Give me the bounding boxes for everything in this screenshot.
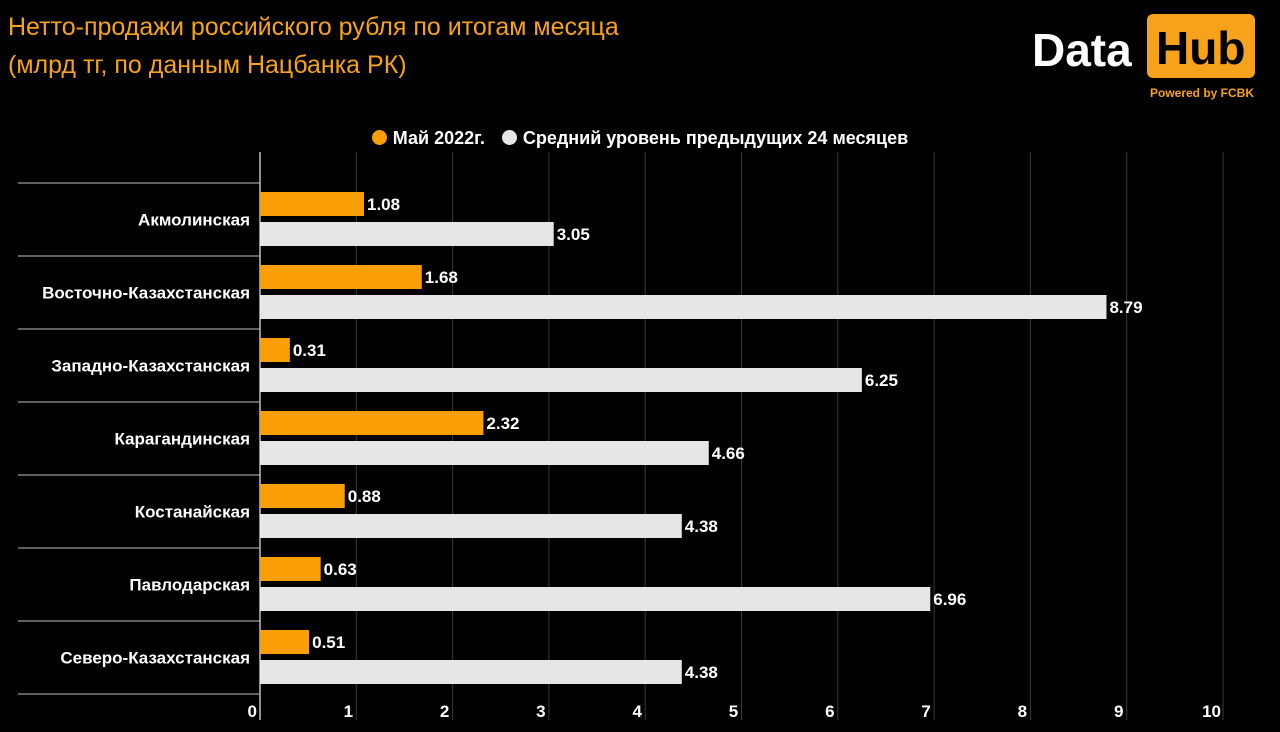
data-label-series-1-4: 0.88 [348,487,381,506]
category-label-2: Западно-Казахстанская [51,357,250,376]
bar-series-2-6 [260,660,682,684]
bar-series-2-5 [260,587,931,611]
x-tick-label-2: 2 [440,702,449,721]
legend-item-series-2: Средний уровень предыдущих 24 месяцев [501,128,909,149]
chart-title: Нетто-продажи российского рубля по итога… [8,13,619,41]
chart-legend: Май 2022г. Средний уровень предыдущих 24… [0,128,1280,149]
bar-series-2-3 [260,441,709,465]
bar-series-2-2 [260,368,862,392]
data-label-series-1-1: 1.68 [425,268,458,287]
data-label-series-2-5: 6.96 [933,590,966,609]
category-label-1: Восточно-Казахстанская [42,284,250,303]
logo-word: Data [1032,24,1132,76]
category-label-0: Акмолинская [138,211,250,230]
bar-series-1-5 [260,557,321,581]
x-tick-label-9: 9 [1114,702,1123,721]
bar-series-1-3 [260,411,484,435]
logo-box: Hub [1147,14,1255,78]
data-label-series-1-0: 1.08 [367,195,400,214]
x-tick-label-4: 4 [632,702,642,721]
data-label-series-2-1: 8.79 [1109,298,1142,317]
x-tick-label-10: 10 [1202,702,1221,721]
bar-series-1-0 [260,192,365,216]
category-label-3: Карагандинская [114,430,250,449]
legend-dot-series-2 [501,130,517,145]
data-label-series-2-3: 4.66 [712,444,745,463]
datahub-logo: Data Hub Powered by FCBK [1030,12,1256,102]
data-label-series-2-0: 3.05 [557,225,590,244]
data-label-series-2-4: 4.38 [685,517,718,536]
bar-series-1-6 [260,630,310,654]
data-label-series-1-3: 2.32 [486,414,519,433]
x-tick-label-1: 1 [344,702,353,721]
data-label-series-1-5: 0.63 [324,560,357,579]
bar-series-1-1 [260,265,422,289]
bar-series-2-1 [260,295,1107,319]
chart-title-block: Нетто-продажи российского рубля по итога… [8,8,619,84]
legend-item-series-1: Май 2022г. [371,128,485,149]
bar-series-2-0 [260,222,554,246]
data-label-series-1-2: 0.31 [293,341,326,360]
data-label-series-2-6: 4.38 [685,663,718,682]
x-tick-label-5: 5 [729,702,738,721]
bar-series-1-2 [260,338,290,362]
category-label-6: Северо-Казахстанская [60,649,250,668]
bar-series-1-4 [260,484,345,508]
logo-subtitle: Powered by FCBK [1149,86,1254,100]
x-tick-label-8: 8 [1018,702,1027,721]
bar-series-2-4 [260,514,682,538]
legend-label-series-2: Средний уровень предыдущих 24 месяцев [522,128,909,148]
data-label-series-1-6: 0.51 [312,633,345,652]
legend-label-series-1: Май 2022г. [392,128,485,148]
category-label-4: Костанайская [135,503,250,522]
chart-subtitle: (млрд тг, по данным Нацбанка РК) [8,51,407,79]
x-tick-label-0: 0 [248,702,257,721]
category-label-5: Павлодарская [129,576,250,595]
x-tick-label-6: 6 [825,702,834,721]
legend-dot-series-1 [371,130,387,145]
x-tick-label-3: 3 [536,702,545,721]
logo-box-word: Hub [1156,22,1246,74]
x-tick-label-7: 7 [921,702,930,721]
data-label-series-2-2: 6.25 [865,371,898,390]
